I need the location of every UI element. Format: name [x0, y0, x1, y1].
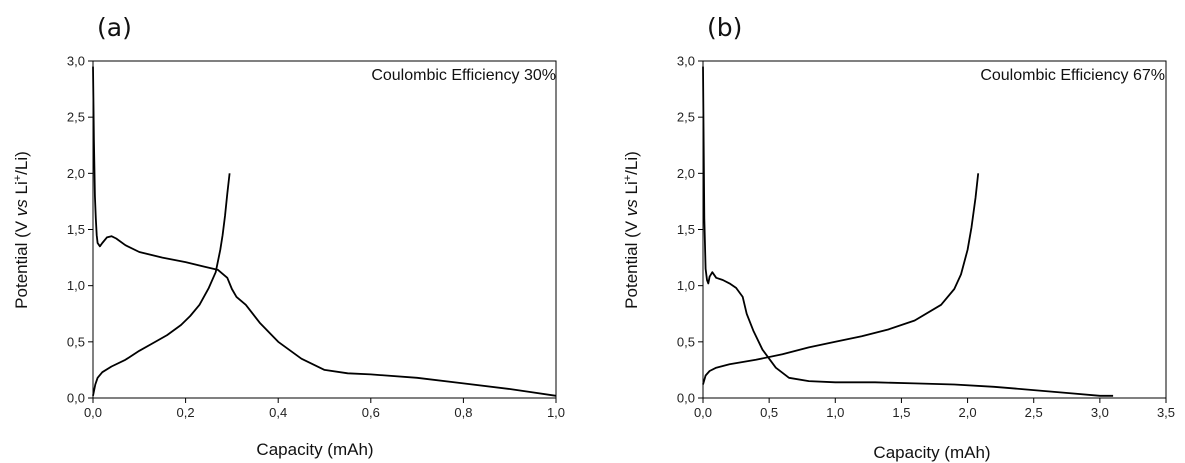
panel-a-y-axis-label: Potential (V vs Li+/Li) [12, 151, 31, 309]
panel-a-charge-curve [93, 173, 230, 395]
panel-b-x-axis-label: Capacity (mAh) [873, 443, 990, 462]
panel-b-charge-curve [703, 173, 978, 384]
panel-a-y-tick-label: 0,0 [67, 391, 85, 406]
panel-b-y-tick-label: 2,0 [677, 166, 695, 181]
panel-a-plot-area: 0,0 0,2 0,4 0,6 0,8 1,0 0,0 0,5 1,0 1,5 2,0 2,5 3,0 [67, 54, 565, 421]
panel-a-x-tick-label: 0,0 [84, 405, 102, 420]
panel-a-x-tick-label: 0,6 [362, 405, 380, 420]
panel-a-y-tick-label: 2,5 [67, 110, 85, 125]
panel-a-y-tick-label: 1,0 [67, 278, 85, 293]
panel-b-plot-area: 0,0 0,5 1,0 1,5 2,0 2,5 3,0 3,5 0,0 0,5 1,0 1,5 2,0 2… [677, 54, 1175, 421]
panel-b-x-tick-label: 1,5 [892, 405, 910, 420]
panel-b-y-tick-label: 1,0 [677, 278, 695, 293]
panel-b-y-tick-label: 1,5 [677, 222, 695, 237]
panel-b-x-tick-label: 0,5 [760, 405, 778, 420]
panel-b-x-tick-label: 3,0 [1091, 405, 1109, 420]
panel-a-efficiency-annotation: Coulombic Efficiency 30% [371, 67, 556, 84]
panel-a-x-tick-label: 0,8 [454, 405, 472, 420]
panel-b-y-tick-label: 0,0 [677, 391, 695, 406]
panel-b-x-tick-label: 3,5 [1157, 405, 1175, 420]
panel-b-x-tick-label: 2,0 [959, 405, 977, 420]
panel-a-y-tick-label: 2,0 [67, 166, 85, 181]
panel-a-y-tick-label: 1,5 [67, 222, 85, 237]
panel-b-x-tick-label: 2,5 [1025, 405, 1043, 420]
panel-a-x-tick-label: 0,2 [177, 405, 195, 420]
panel-a-discharge-curve [93, 67, 556, 396]
panel-b-y-tick-label: 3,0 [677, 54, 695, 69]
panel-b-x-tick-label: 0,0 [694, 405, 712, 420]
panel-b-efficiency-annotation: Coulombic Efficiency 67% [980, 67, 1165, 84]
panel-b: (b) 0,0 0,5 1,0 1,5 2,0 2,5 3,0 3,5 0,0 0,5 1,0 1,5… [622, 13, 1175, 462]
panel-a-y-tick-label: 3,0 [67, 54, 85, 69]
panel-b-y-tick-label: 0,5 [677, 334, 695, 349]
panel-b-letter: (b) [707, 13, 742, 42]
panel-b-y-tick-label: 2,5 [677, 110, 695, 125]
panel-a-x-tick-label: 1,0 [547, 405, 565, 420]
panel-a-x-axis-label: Capacity (mAh) [256, 440, 373, 459]
panel-a: (a) 0,0 0,2 0,4 0,6 0,8 1,0 0,0 0,5 1,0 1,5 2,0 2,5… [12, 13, 565, 459]
panel-a-y-tick-label: 0,5 [67, 334, 85, 349]
panel-b-x-tick-label: 1,0 [826, 405, 844, 420]
panel-b-discharge-curve [703, 67, 1113, 396]
panel-b-plot-frame [703, 61, 1166, 398]
panel-a-letter: (a) [97, 13, 132, 42]
panel-a-plot-frame [93, 61, 556, 398]
panel-b-y-axis-label: Potential (V vs Li+/Li) [622, 151, 641, 309]
panel-a-x-tick-label: 0,4 [269, 405, 287, 420]
